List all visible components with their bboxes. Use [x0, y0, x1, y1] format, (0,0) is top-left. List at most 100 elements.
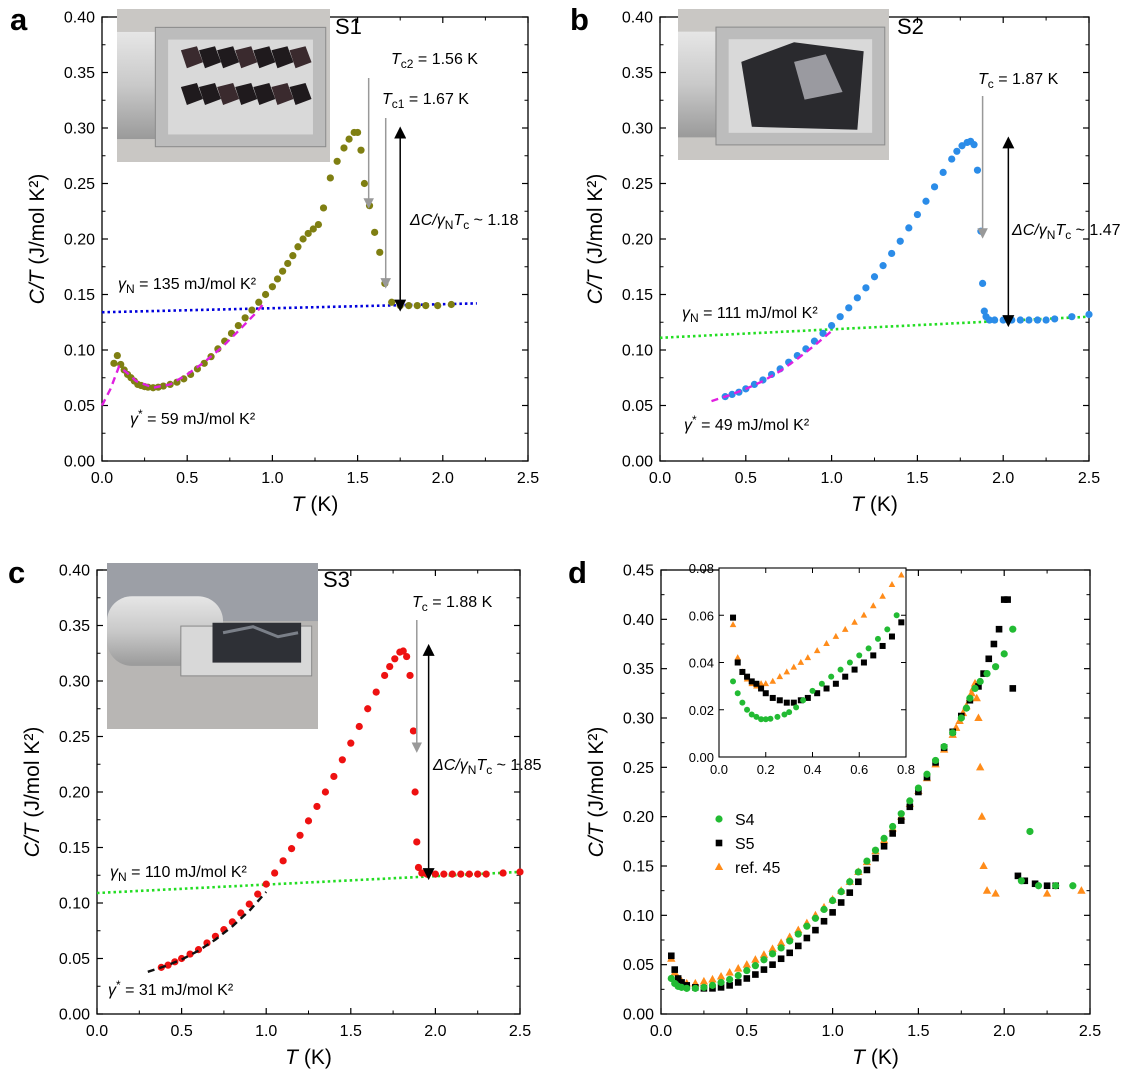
symbol: γ [110, 864, 119, 881]
data-point-ref45 [776, 938, 786, 946]
data-point [979, 279, 987, 287]
data-point [1085, 310, 1093, 319]
legend-marker [715, 839, 723, 847]
y-tick-label: 0.15 [622, 287, 653, 304]
y-tick-label: 0.40 [622, 10, 653, 27]
data-point [245, 900, 253, 908]
data-point-s4 [846, 878, 854, 886]
data-point [376, 248, 384, 256]
data-point [314, 220, 323, 229]
data-point-s5 [717, 984, 725, 991]
data-point-s5 [846, 889, 854, 896]
crystal-fragment [253, 83, 276, 106]
inset-data-point-s4 [865, 645, 872, 652]
inset-y-tick-label: 0.08 [689, 561, 714, 576]
data-point-s5 [880, 842, 888, 850]
data-point-s4 [751, 962, 759, 970]
y-tick-label: 0.25 [64, 176, 95, 193]
x-tick-label: 2.0 [992, 470, 1014, 487]
data-point-s4 [683, 984, 691, 992]
y-tick-label: 0.20 [59, 785, 90, 802]
data-point-ref45 [1077, 886, 1086, 894]
data-point [248, 306, 256, 314]
y-tick-label: 0.20 [64, 232, 95, 249]
data-point-s5 [1009, 685, 1017, 692]
y-tick-label: 0.40 [59, 563, 90, 580]
y-tick-label: 0.15 [623, 859, 654, 876]
value: = 31 mJ/mol K² [121, 982, 234, 999]
data-point-ref45 [982, 886, 992, 894]
value: = 1.56 K [413, 51, 478, 68]
y-tick-label: 0.00 [64, 454, 95, 471]
tc-label: Tc = 1.88 K [412, 594, 493, 614]
data-point [200, 359, 208, 367]
x-axis-label-unit: (K) [298, 1046, 332, 1069]
inset-data-point-s4 [734, 690, 741, 697]
inset-data-point-s4 [739, 699, 746, 706]
data-point [482, 870, 490, 878]
inset-data-point-s5 [860, 659, 867, 666]
x-tick-label: 0.5 [736, 1023, 758, 1040]
data-point-s4 [760, 956, 768, 964]
data-point [365, 202, 374, 210]
superscript: * [138, 407, 143, 421]
x-axis-label: T (K) [292, 493, 339, 516]
x-tick-label: 2.0 [432, 470, 454, 487]
data-point-ref45 [979, 861, 988, 870]
x-tick-label: 0.0 [86, 1023, 108, 1040]
y-tick-label: 0.00 [59, 1007, 90, 1024]
inset-data-point-s5 [739, 668, 746, 675]
data-point [391, 655, 399, 663]
y-tick-label: 0.05 [622, 398, 653, 415]
data-point-s5 [743, 975, 751, 982]
data-point-ref45 [742, 960, 751, 968]
data-point-s4 [1069, 882, 1077, 890]
inset-data-point-s4 [837, 666, 844, 673]
data-point-s4 [691, 984, 699, 992]
inset-frame [718, 567, 907, 758]
data-point-s5 [872, 854, 879, 862]
data-point-s4 [949, 729, 957, 737]
data-point [186, 950, 194, 958]
data-point-s5 [760, 966, 768, 973]
inset-data-point-s4 [774, 713, 781, 720]
inset-data-point-s4 [730, 678, 737, 685]
inset-data-point-s4 [874, 635, 881, 642]
x-tick-label: 1.5 [906, 470, 928, 487]
data-point [355, 722, 363, 731]
superscript: * [116, 978, 121, 992]
value: = 111 mJ/mol K² [699, 305, 819, 322]
inset-x-tick-label: 0.8 [897, 762, 915, 777]
data-point [1042, 316, 1050, 324]
data-point [110, 359, 118, 367]
data-point [354, 128, 362, 137]
inset-data-point-ref45 [851, 618, 858, 625]
data-point-s4 [786, 937, 794, 945]
data-point [381, 671, 389, 680]
data-point-s5 [889, 830, 896, 837]
symbol: T [382, 91, 393, 108]
subscript: N [126, 282, 135, 296]
inset-data-point-s5 [879, 642, 886, 649]
symbol: T [978, 71, 989, 88]
inset-data-point-s5 [851, 666, 858, 673]
inset-data-point-s5 [753, 680, 760, 687]
panel-letter: c [8, 555, 25, 590]
data-point [434, 302, 442, 310]
y-tick-label: 0.20 [622, 232, 653, 249]
subscript: N [690, 311, 699, 325]
data-point [399, 647, 407, 655]
inset-x-tick-label: 0.0 [710, 762, 728, 777]
symbol: γ [108, 982, 117, 999]
crystal-fragment [289, 83, 312, 106]
crystal-fragment [217, 83, 240, 106]
data-point-s4 [734, 971, 742, 980]
y-tick-label: 0.10 [64, 343, 95, 360]
data-point [309, 225, 317, 233]
data-point [294, 243, 302, 251]
data-point-ref45 [708, 974, 717, 983]
y-tick-label: 0.40 [64, 10, 95, 27]
data-point [888, 249, 896, 258]
data-point [474, 870, 482, 878]
